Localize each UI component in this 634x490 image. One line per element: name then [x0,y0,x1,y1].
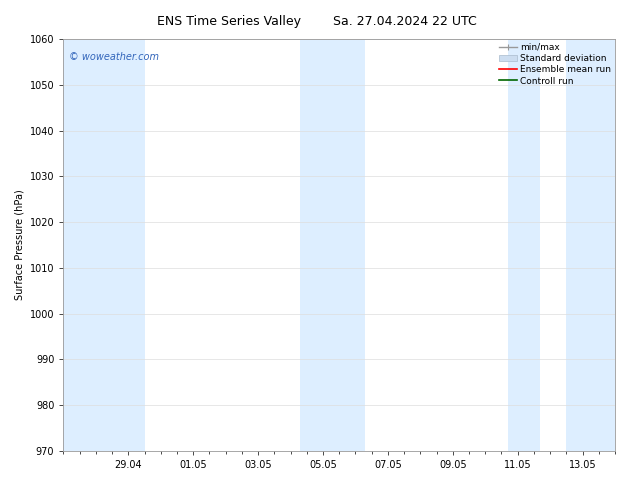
Bar [566,39,615,451]
Bar [508,39,540,451]
Text: © woweather.com: © woweather.com [69,51,159,62]
Legend: min/max, Standard deviation, Ensemble mean run, Controll run: min/max, Standard deviation, Ensemble me… [497,41,613,87]
Bar [63,39,145,451]
Y-axis label: Surface Pressure (hPa): Surface Pressure (hPa) [14,190,24,300]
Text: ENS Time Series Valley        Sa. 27.04.2024 22 UTC: ENS Time Series Valley Sa. 27.04.2024 22… [157,15,477,28]
Bar [301,39,365,451]
